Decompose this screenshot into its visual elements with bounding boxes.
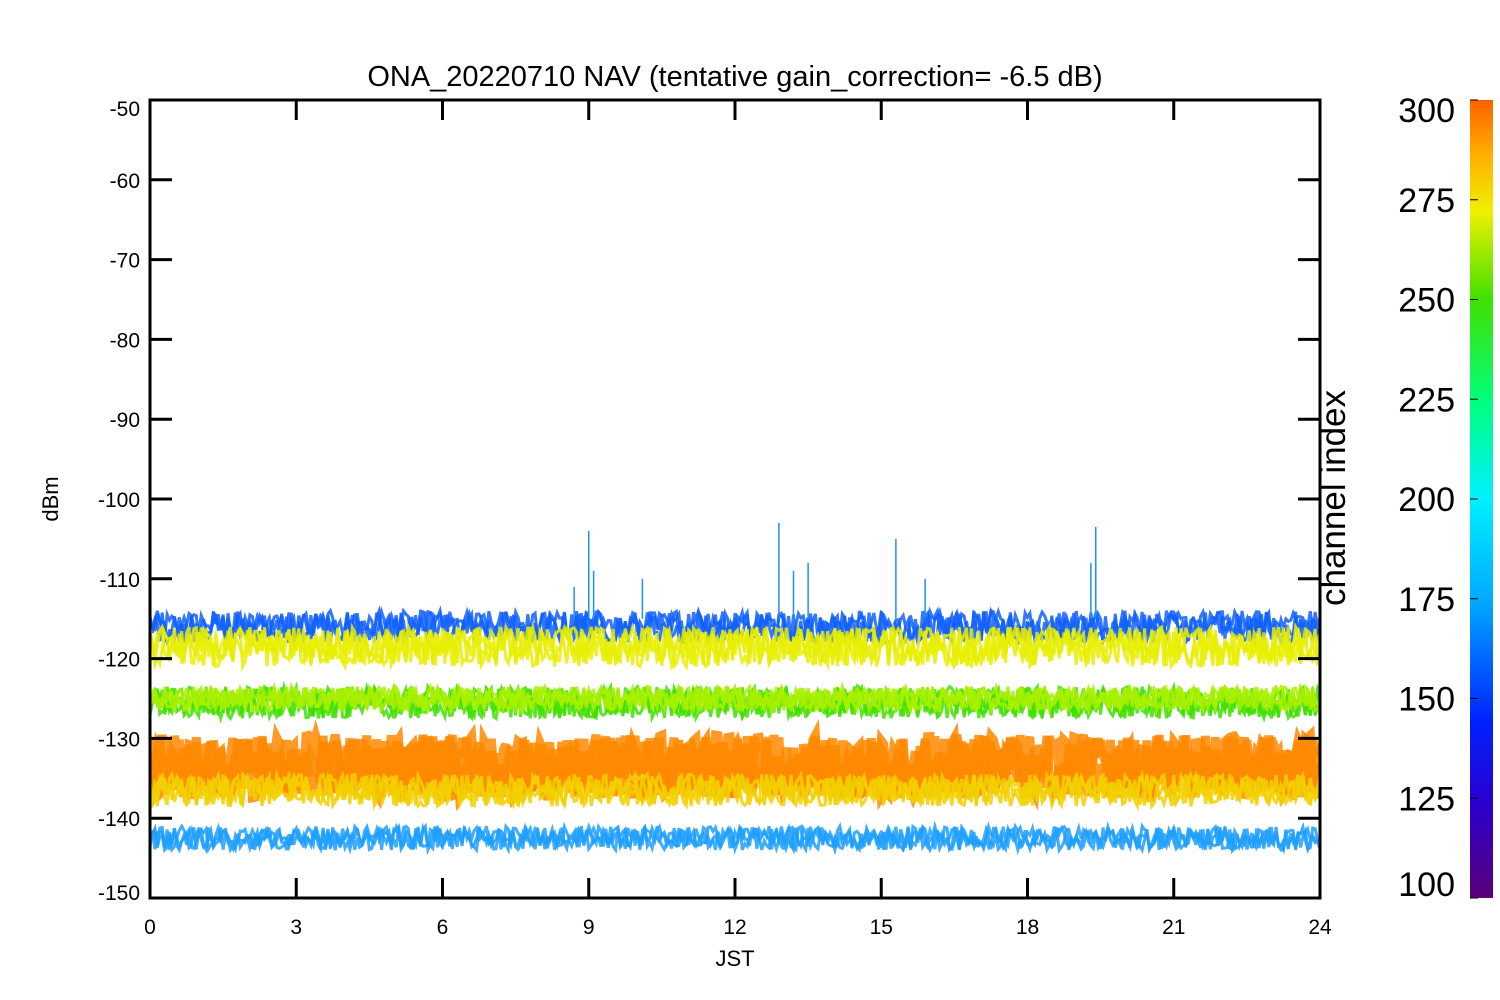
y-tick-label: -120 <box>98 649 140 672</box>
y-tick-label: -90 <box>110 409 140 432</box>
colorbar-tick-label: 100 <box>1398 866 1455 904</box>
y-tick-label: -70 <box>110 250 140 273</box>
series-trace-5 <box>150 768 1320 811</box>
x-tick-label: 21 <box>1162 916 1185 939</box>
colorbar-tick-label: 250 <box>1398 282 1455 320</box>
colorbar-ticks: 300 275 250 225 200 175 150 125 100 <box>1398 92 1478 904</box>
y-tick-label: -60 <box>110 170 140 193</box>
colorbar-tick-label: 200 <box>1398 481 1455 519</box>
y-tick-label: -80 <box>110 329 140 352</box>
y-tick-label: -110 <box>100 569 140 592</box>
y-tick-label: -50 <box>110 98 140 121</box>
axis-ticks: 0 3 6 9 12 15 18 21 24 -50 -60 -70 -80 -90 -100 -110 -12… <box>98 98 1332 939</box>
series-trace-3 <box>150 680 1320 717</box>
x-axis-label: JST <box>715 946 754 971</box>
colorbar-tick-label: 275 <box>1398 182 1455 220</box>
x-tick-label: 12 <box>723 916 746 939</box>
y-tick-label: -140 <box>98 808 140 831</box>
series-trace-6 <box>150 821 1320 855</box>
x-tick-label: 9 <box>583 916 595 939</box>
colorbar-title: channel index <box>1314 390 1353 606</box>
colorbar-tick-label: 300 <box>1398 92 1455 130</box>
plot-data <box>150 522 1320 856</box>
colorbar-tick-label: 175 <box>1398 581 1455 619</box>
y-tick-label: -130 <box>98 728 140 751</box>
y-tick-label: -100 <box>98 489 140 512</box>
chart-title: ONA_20220710 NAV (tentative gain_correct… <box>367 61 1102 93</box>
series-trace-3 <box>150 681 1320 717</box>
colorbar-tick-label: 150 <box>1398 681 1455 719</box>
x-tick-label: 18 <box>1016 916 1039 939</box>
x-tick-label: 0 <box>144 916 156 939</box>
colorbar-tick-label: 125 <box>1398 780 1455 818</box>
x-tick-label: 6 <box>437 916 449 939</box>
colorbar-tick-label: 225 <box>1398 381 1455 419</box>
x-tick-label: 3 <box>290 916 302 939</box>
x-tick-label: 24 <box>1308 916 1332 939</box>
x-tick-label: 15 <box>870 916 893 939</box>
series-trace-1 <box>150 621 1320 671</box>
y-axis-label: dBm <box>38 476 63 521</box>
y-tick-label: -150 <box>98 882 140 905</box>
